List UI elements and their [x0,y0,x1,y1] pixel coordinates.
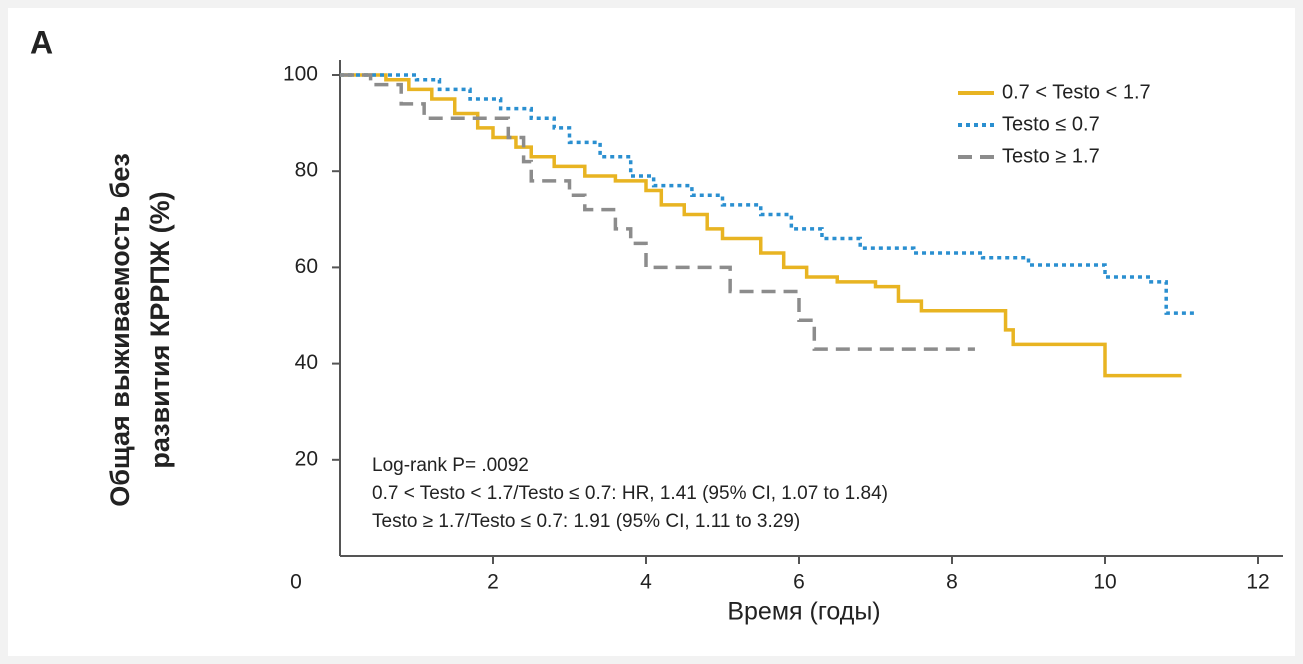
annotation: Testo ≥ 1.7/Testo ≤ 0.7: 1.91 (95% CI, 1… [372,511,800,532]
legend-label: Testo ≤ 0.7 [1002,113,1100,135]
y-axis-title: Общая выживаемость без [105,153,135,507]
y-axis-title: развития КРРПЖ (%) [145,191,175,468]
annotation: 0.7 < Testo < 1.7/Testo ≤ 0.7: HR, 1.41 … [372,483,888,504]
x-tick-label: 10 [1093,571,1116,594]
annotation: Log-rank P= .0092 [372,455,529,476]
x-axis-title: Время (годы) [727,598,880,626]
y-tick-label: 80 [295,159,318,182]
background [8,8,1295,656]
x-tick-label: 2 [487,571,499,594]
x-tick-label: 8 [946,571,958,594]
x-tick-label: 6 [793,571,805,594]
legend-label: Testo ≥ 1.7 [1002,145,1100,167]
panel-label: A [30,24,53,60]
plot: 0 20 40 60 80 100 2 4 6 8 10 12 0.7 < Testo < 1.7 Tes… [283,60,1283,594]
y-tick-label: 20 [295,447,318,470]
x-tick-label: 12 [1246,571,1269,594]
x-label-box [676,592,932,634]
x-tick-label: 4 [640,571,652,594]
y-tick-label: 100 [283,63,318,86]
legend-label: 0.7 < Testo < 1.7 [1002,81,1151,103]
y-tick-label: 40 [295,351,318,374]
survival-curve [340,73,1197,315]
y-tick-label: 60 [295,255,318,278]
y-tick-label: 0 [290,571,302,594]
survival-curve [340,73,1182,378]
survival-curve [340,73,975,351]
